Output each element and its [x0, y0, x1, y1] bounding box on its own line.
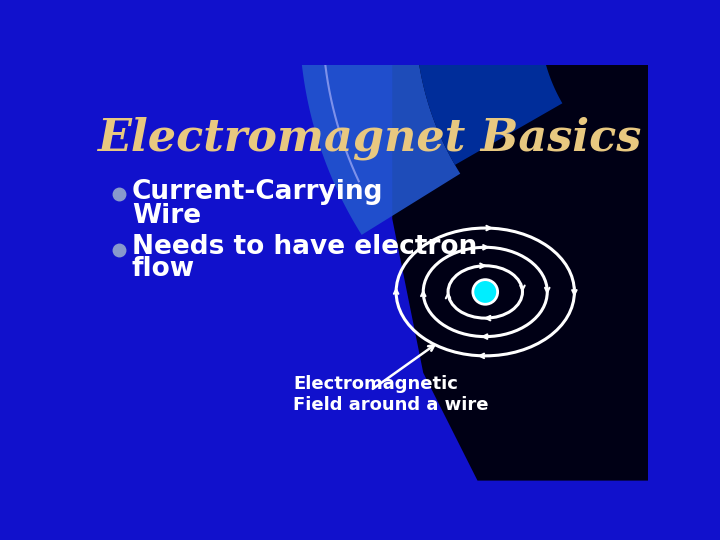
- Polygon shape: [415, 0, 562, 165]
- Polygon shape: [300, 0, 460, 235]
- Text: Wire: Wire: [132, 202, 201, 229]
- Text: flow: flow: [132, 256, 195, 282]
- Polygon shape: [392, 65, 648, 481]
- Circle shape: [473, 280, 498, 304]
- Text: Electromagnet Basics: Electromagnet Basics: [97, 116, 641, 160]
- Text: Current-Carrying: Current-Carrying: [132, 179, 383, 205]
- Text: Needs to have electron: Needs to have electron: [132, 234, 477, 260]
- Text: Electromagnetic
Field around a wire: Electromagnetic Field around a wire: [293, 375, 489, 414]
